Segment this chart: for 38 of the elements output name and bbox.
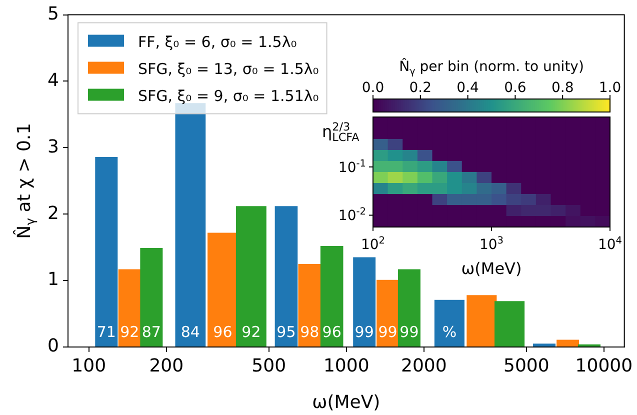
legend-label: SFG, ξ₀ = 9, σ₀ = 1.51λ₀ <box>138 86 319 105</box>
x-tick-label: 2000 <box>401 355 447 376</box>
x-tick-label: 100 <box>72 355 106 376</box>
color-bar-label: 0.8 <box>551 80 574 96</box>
y-tick-label: 4 <box>48 70 59 91</box>
x-axis-title: ω(MeV) <box>461 259 522 278</box>
y-tick-label: 3 <box>48 136 59 158</box>
x-tick-label: 1000 <box>323 355 370 376</box>
x-tick-label: 10000 <box>575 355 633 376</box>
color-bar-label: 0.0 <box>362 80 384 96</box>
y-tick-label: 5 <box>48 3 59 24</box>
annotation: 99 <box>378 322 398 341</box>
annotation: 96 <box>322 322 342 341</box>
x-tick-label: 500 <box>252 355 286 376</box>
annotation: 84 <box>180 322 200 341</box>
legend-label: SFG, ξ₀ = 13, σ₀ = 1.5λ₀ <box>138 60 319 78</box>
y-tick-label: 0 <box>48 336 59 357</box>
annotation: 99 <box>354 322 374 341</box>
y-axis-title: N̂γ at χ > 0.1 <box>12 122 38 239</box>
annotation: 71 <box>96 322 116 341</box>
color-bar-label: 1.0 <box>598 80 622 96</box>
annotation: 95 <box>276 322 296 341</box>
annotation: 99 <box>400 322 419 341</box>
annotation: 98 <box>300 322 320 341</box>
color-bar-label: 0.2 <box>409 80 432 96</box>
x-tick-label: 5000 <box>503 355 550 376</box>
color-bar-label: 0.6 <box>504 80 526 96</box>
y-tick-label: 2 <box>48 202 59 224</box>
annotation: % <box>442 322 457 341</box>
annotation: 92 <box>242 322 261 341</box>
annotation: 92 <box>120 322 140 341</box>
x-axis-title: ω(MeV) <box>312 392 380 413</box>
color-bar-label: 0.4 <box>456 80 480 96</box>
annotation: 96 <box>213 322 232 341</box>
legend-label: FF, ξ₀ = 6, σ₀ = 1.5λ₀ <box>138 32 297 51</box>
annotation: 87 <box>142 322 161 341</box>
x-tick-label: 200 <box>149 355 184 376</box>
y-tick-label: 1 <box>48 269 59 290</box>
